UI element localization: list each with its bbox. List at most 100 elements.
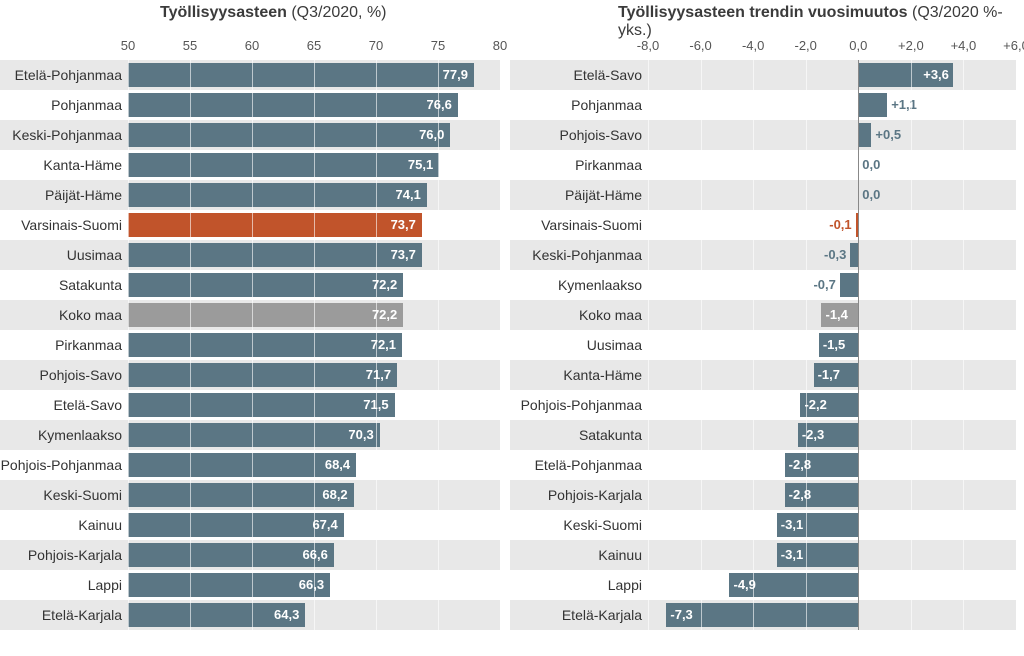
right-tick-label: +2,0	[898, 38, 924, 53]
chart-row: Varsinais-Suomi-0,1	[510, 210, 1016, 240]
left-title-bold: Työllisyysasteen	[160, 4, 287, 21]
chart-row: Keski-Suomi68,2	[0, 480, 500, 510]
category-label: Pirkanmaa	[510, 150, 648, 180]
right-tick-label: +6,0	[1003, 38, 1024, 53]
right-title-bold: Työllisyysasteen trendin vuosimuutos	[618, 4, 908, 21]
right-plot: Etelä-Savo+3,6Pohjanmaa+1,1Pohjois-Savo+…	[510, 60, 1016, 630]
value-label: -7,3	[670, 600, 854, 630]
value-label: 76,6	[128, 90, 452, 120]
category-label: Etelä-Savo	[510, 60, 648, 90]
value-label: 64,3	[128, 600, 299, 630]
chart-row: Päijät-Häme 0,0	[510, 180, 1016, 210]
value-label: -1,5	[823, 330, 854, 360]
value-label: -2,8	[789, 480, 855, 510]
category-label: Lappi	[510, 570, 648, 600]
chart-row: Koko maa72,2	[0, 300, 500, 330]
chart-container: Työllisyysasteen (Q3/2020, %)50556065707…	[0, 0, 1024, 656]
value-label: 67,4	[128, 510, 338, 540]
value-label: 74,1	[128, 180, 421, 210]
category-label: Koko maa	[510, 300, 648, 330]
value-label: 68,2	[128, 480, 348, 510]
chart-row: Etelä-Pohjanmaa77,9	[0, 60, 500, 90]
value-label: -3,1	[781, 540, 854, 570]
value-label: 75,1	[128, 150, 433, 180]
left-title: Työllisyysasteen (Q3/2020, %)	[160, 4, 387, 22]
category-label: Pirkanmaa	[0, 330, 128, 360]
right-tick-label: -4,0	[742, 38, 764, 53]
value-label: 73,7	[128, 240, 416, 270]
category-label: Pohjanmaa	[0, 90, 128, 120]
chart-row: Keski-Suomi-3,1	[510, 510, 1016, 540]
category-label: Uusimaa	[510, 330, 648, 360]
category-label: Keski-Pohjanmaa	[0, 120, 128, 150]
category-label: Varsinais-Suomi	[510, 210, 648, 240]
chart-row: Keski-Pohjanmaa -0,3	[510, 240, 1016, 270]
bar	[850, 243, 858, 267]
category-label: Päijät-Häme	[0, 180, 128, 210]
value-label: 71,5	[128, 390, 389, 420]
chart-row: Koko maa -1,4	[510, 300, 1016, 330]
value-label: 0,0	[862, 180, 880, 210]
category-label: Kymenlaakso	[0, 420, 128, 450]
chart-row: Pirkanmaa72,1	[0, 330, 500, 360]
category-label: Pohjois-Savo	[510, 120, 648, 150]
category-label: Satakunta	[510, 420, 648, 450]
value-label: 77,9	[128, 60, 468, 90]
left-panel: Työllisyysasteen (Q3/2020, %)50556065707…	[0, 0, 510, 656]
value-label: 66,6	[128, 540, 328, 570]
chart-row: Etelä-Karjala -7,3	[510, 600, 1016, 630]
category-label: Etelä-Pohjanmaa	[510, 450, 648, 480]
chart-row: Etelä-Savo+3,6	[510, 60, 1016, 90]
bar	[858, 123, 871, 147]
category-label: Pohjois-Karjala	[0, 540, 128, 570]
chart-row: Uusimaa73,7	[0, 240, 500, 270]
category-label: Kainuu	[510, 540, 648, 570]
category-label: Etelä-Karjala	[510, 600, 648, 630]
left-title-sub: (Q3/2020, %)	[287, 4, 387, 21]
chart-row: Pohjois-Pohjanmaa -2,2	[510, 390, 1016, 420]
right-tick-label: -2,0	[795, 38, 817, 53]
value-label: -1,4	[825, 300, 854, 330]
category-label: Etelä-Savo	[0, 390, 128, 420]
chart-row: Etelä-Karjala64,3	[0, 600, 500, 630]
chart-row: Pohjois-Karjala66,6	[0, 540, 500, 570]
value-label: 71,7	[128, 360, 391, 390]
right-axis: -8,0-6,0-4,0-2,00,0+2,0+4,0+6,0	[648, 38, 1016, 56]
category-label: Kanta-Häme	[0, 150, 128, 180]
value-label: -2,8	[789, 450, 855, 480]
value-label: 68,4	[128, 450, 350, 480]
chart-row: Kainuu67,4	[0, 510, 500, 540]
right-title: Työllisyysasteen trendin vuosimuutos (Q3…	[618, 4, 1024, 40]
category-label: Keski-Suomi	[510, 510, 648, 540]
chart-row: Kainuu -3,1	[510, 540, 1016, 570]
chart-row: Satakunta-2,3	[510, 420, 1016, 450]
value-label: 0,0	[862, 150, 880, 180]
value-label: -0,3	[810, 240, 846, 270]
chart-row: Etelä-Pohjanmaa -2,8	[510, 450, 1016, 480]
category-label: Etelä-Karjala	[0, 600, 128, 630]
value-label: -0,7	[800, 270, 836, 300]
category-label: Keski-Suomi	[0, 480, 128, 510]
chart-row: Kymenlaakso70,3	[0, 420, 500, 450]
right-tick-label: -8,0	[637, 38, 659, 53]
category-label: Pohjois-Pohjanmaa	[510, 390, 648, 420]
chart-row: Pohjois-Pohjanmaa68,4	[0, 450, 500, 480]
value-label: -2,2	[804, 390, 854, 420]
category-label: Pohjois-Pohjanmaa	[0, 450, 128, 480]
category-label: Koko maa	[0, 300, 128, 330]
left-tick-label: 55	[183, 38, 197, 53]
right-tick-label: 0,0	[849, 38, 867, 53]
chart-row: Pohjois-Savo+0,5	[510, 120, 1016, 150]
value-label: 73,7	[128, 210, 416, 240]
zero-line	[858, 60, 859, 630]
category-label: Satakunta	[0, 270, 128, 300]
category-label: Etelä-Pohjanmaa	[0, 60, 128, 90]
chart-row: Lappi66,3	[0, 570, 500, 600]
category-label: Päijät-Häme	[510, 180, 648, 210]
value-label: 72,2	[128, 300, 397, 330]
chart-row: Pohjois-Savo71,7	[0, 360, 500, 390]
value-label: 66,3	[128, 570, 324, 600]
chart-row: Päijät-Häme74,1	[0, 180, 500, 210]
value-label: 72,1	[128, 330, 396, 360]
category-label: Keski-Pohjanmaa	[510, 240, 648, 270]
